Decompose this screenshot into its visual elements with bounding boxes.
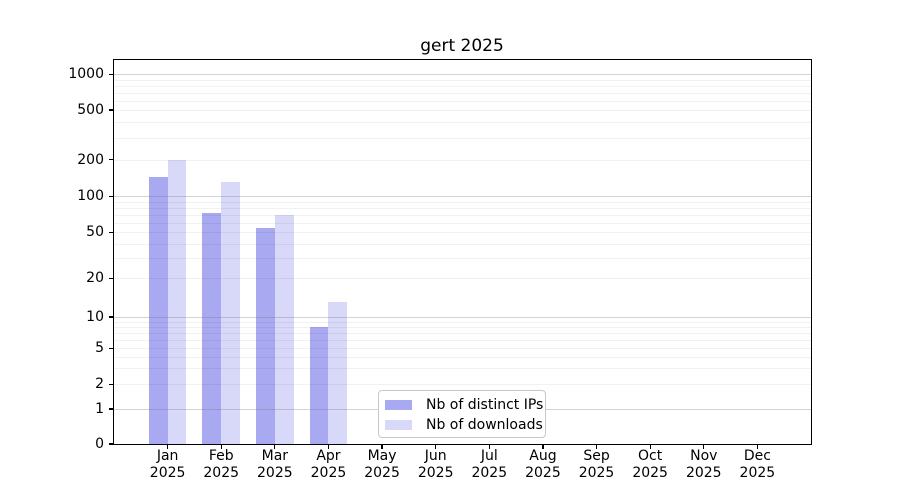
y-tick-label: 500 bbox=[77, 101, 104, 118]
gridline-8 bbox=[114, 327, 811, 329]
bar-mar-distinct-ips bbox=[256, 227, 275, 444]
y-tick-label: 5 bbox=[95, 340, 104, 357]
x-tick-label: Dec 2025 bbox=[739, 448, 776, 481]
x-tick-label: May 2025 bbox=[364, 448, 400, 481]
legend-item-downloads: Nb of downloads bbox=[379, 415, 545, 435]
x-tick-label: Nov 2025 bbox=[685, 448, 722, 481]
gridline-300 bbox=[114, 137, 811, 139]
bar-mar-downloads bbox=[274, 214, 294, 444]
y-tick-label: 0 bbox=[95, 436, 104, 452]
x-tick-mark bbox=[542, 445, 544, 449]
legend-item-distinct-ips: Nb of distinct IPs bbox=[379, 395, 545, 415]
y-tick-label: 20 bbox=[86, 270, 104, 287]
x-tick-label: Apr 2025 bbox=[310, 448, 347, 481]
x-tick-label: Jun 2025 bbox=[417, 448, 454, 481]
gridline-7 bbox=[114, 333, 811, 335]
bar-apr-distinct-ips bbox=[309, 327, 329, 444]
gridline-60 bbox=[114, 222, 811, 224]
gridline-9 bbox=[114, 321, 811, 323]
x-tick-label: Feb 2025 bbox=[203, 448, 240, 481]
bar-jan-downloads bbox=[167, 159, 187, 444]
y-tick-mark bbox=[109, 443, 113, 445]
bar-apr-downloads bbox=[328, 302, 348, 444]
x-tick-mark bbox=[274, 445, 276, 449]
bar-jan-distinct-ips bbox=[148, 176, 168, 444]
y-tick-mark bbox=[109, 347, 113, 349]
gridline-20 bbox=[114, 278, 811, 280]
x-tick-mark bbox=[220, 445, 222, 449]
x-tick-label: Aug 2025 bbox=[525, 448, 561, 481]
legend-swatch-distinct-ips bbox=[385, 400, 412, 410]
gridline-800 bbox=[114, 85, 811, 87]
y-tick-mark bbox=[109, 231, 113, 234]
x-tick-mark bbox=[595, 445, 598, 449]
y-tick-label: 1 bbox=[95, 401, 104, 418]
gridline-1000 bbox=[114, 74, 811, 76]
gridline-50 bbox=[114, 232, 811, 234]
gridline-400 bbox=[114, 122, 811, 124]
legend-label-distinct-ips: Nb of distinct IPs bbox=[426, 397, 544, 413]
gridline-90 bbox=[114, 201, 811, 203]
y-tick-mark bbox=[109, 159, 113, 161]
y-tick-mark bbox=[109, 109, 113, 111]
gridline-70 bbox=[114, 214, 811, 216]
x-tick-label: Mar 2025 bbox=[257, 448, 293, 481]
gridline-3 bbox=[114, 368, 811, 370]
y-tick-label: 2 bbox=[95, 376, 104, 393]
gridline-40 bbox=[114, 243, 811, 245]
x-tick-mark bbox=[327, 445, 330, 449]
x-tick-mark bbox=[167, 445, 169, 449]
y-tick-mark bbox=[109, 383, 113, 385]
gridline-600 bbox=[114, 100, 811, 102]
bar-feb-downloads bbox=[221, 182, 241, 444]
legend-swatch-downloads bbox=[385, 420, 412, 430]
gridline-80 bbox=[114, 207, 811, 209]
x-tick-mark bbox=[756, 445, 758, 449]
gridline-2 bbox=[114, 384, 811, 386]
y-tick-mark bbox=[109, 73, 113, 75]
x-tick-mark bbox=[703, 445, 705, 449]
gridline-10 bbox=[114, 317, 811, 318]
gridline-5 bbox=[114, 348, 811, 350]
gridline-900 bbox=[114, 79, 811, 81]
gridline-30 bbox=[114, 258, 811, 260]
x-tick-mark bbox=[488, 445, 490, 449]
x-tick-mark bbox=[435, 445, 437, 449]
plot-area bbox=[109, 59, 812, 449]
x-tick-mark bbox=[649, 445, 651, 449]
bar-feb-distinct-ips bbox=[202, 213, 222, 444]
y-tick-label: 10 bbox=[86, 309, 104, 325]
y-tick-label: 200 bbox=[77, 151, 104, 168]
x-tick-label: Jul 2025 bbox=[471, 448, 508, 481]
y-tick-mark bbox=[109, 316, 113, 318]
x-tick-label: Oct 2025 bbox=[632, 448, 668, 481]
y-tick-label: 1000 bbox=[68, 66, 104, 83]
chart-title: gert 2025 bbox=[420, 36, 504, 56]
x-tick-mark bbox=[381, 445, 383, 449]
legend: Nb of distinct IPs Nb of downloads bbox=[378, 390, 546, 438]
legend-label-downloads: Nb of downloads bbox=[426, 417, 543, 433]
y-tick-mark bbox=[109, 408, 113, 410]
gridline-6 bbox=[114, 340, 811, 342]
gridline-200 bbox=[114, 159, 811, 161]
gridline-4 bbox=[114, 357, 811, 359]
gridline-700 bbox=[114, 92, 811, 94]
x-tick-label: Jan 2025 bbox=[149, 448, 186, 481]
y-tick-label: 100 bbox=[77, 188, 104, 205]
y-tick-mark bbox=[109, 195, 113, 197]
gridline-100 bbox=[114, 196, 811, 198]
y-tick-label: 50 bbox=[86, 224, 104, 241]
y-tick-mark bbox=[109, 277, 113, 280]
gridline-500 bbox=[114, 109, 811, 111]
x-tick-label: Sep 2025 bbox=[578, 448, 615, 481]
